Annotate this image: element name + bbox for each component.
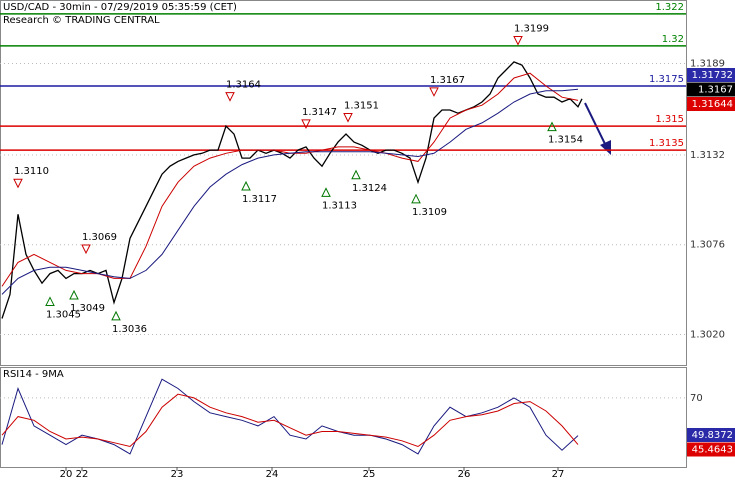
- level-label: 1.32: [662, 34, 684, 45]
- price-tag: [687, 82, 735, 97]
- price-tag: [687, 428, 735, 442]
- pivot-label: 1.3199: [514, 24, 549, 35]
- pivot-low: [321, 187, 331, 197]
- pivot-high: [301, 119, 311, 130]
- level-label: 1.3135: [649, 138, 684, 149]
- pivot-high: [13, 178, 23, 189]
- x-tick-label: 26: [458, 469, 471, 480]
- pivot-low: [69, 289, 79, 300]
- series-line: [1, 393, 579, 448]
- pivot-low: [111, 310, 121, 321]
- pivot-label: 1.3045: [46, 309, 81, 320]
- pivot-label: 1.3049: [70, 303, 105, 314]
- pivot-label: 1.3117: [242, 194, 277, 205]
- price-tag-label: 1.31644: [692, 99, 733, 110]
- pivot-label: 1.3110: [14, 166, 49, 177]
- price-tag: [687, 442, 735, 457]
- y-tick-label: 1.3020: [690, 330, 725, 341]
- x-tick-label: 24: [266, 469, 279, 480]
- forecast-arrowhead: [600, 140, 611, 155]
- pivot-label: 1.3167: [430, 75, 465, 86]
- x-tick-label: 20: [60, 469, 73, 480]
- chart-subtitle: Research © TRADING CENTRAL: [3, 15, 160, 26]
- pivot-label: 1.3164: [226, 80, 261, 91]
- series-line: [1, 61, 583, 319]
- pivot-label: 1.3124: [352, 183, 387, 194]
- pivot-low: [351, 169, 361, 180]
- series-line: [1, 88, 579, 295]
- y-tick-label: 1.3189: [690, 59, 725, 70]
- y-tick-label: 1.3132: [690, 150, 725, 161]
- price-tag: [687, 97, 735, 111]
- level-label: 1.315: [655, 114, 684, 125]
- pivot-high: [429, 87, 439, 97]
- y-tick-label: 70: [690, 393, 703, 404]
- level-label: 1.3175: [649, 74, 684, 85]
- pivot-label: 1.3109: [412, 207, 447, 218]
- pivot-high: [513, 36, 523, 46]
- level-label: 1.322: [655, 2, 684, 13]
- pivot-high: [343, 112, 353, 123]
- pivot-high: [225, 92, 235, 102]
- pivot-low: [45, 296, 55, 306]
- pivot-high: [81, 244, 91, 255]
- x-tick-label: 23: [171, 469, 184, 480]
- x-tick-label: 25: [363, 469, 376, 480]
- price-tag-label: 49.8372: [692, 430, 733, 441]
- pivot-label: 1.3113: [322, 200, 357, 211]
- rsi-panel: [0, 367, 687, 468]
- series-line: [1, 72, 579, 287]
- price-tag-label: 1.3167: [698, 85, 733, 96]
- pivot-low: [411, 193, 421, 204]
- series-line: [1, 378, 579, 455]
- y-tick-label: 1.3076: [690, 240, 725, 251]
- price-panel: [0, 0, 687, 366]
- pivot-label: 1.3147: [302, 107, 337, 118]
- x-tick-label: 27: [552, 469, 565, 480]
- pivot-low: [241, 180, 251, 191]
- pivot-label: 1.3036: [112, 324, 147, 335]
- price-tag: [687, 68, 735, 82]
- price-tag-label: 45.4643: [692, 445, 733, 456]
- price-tag-label: 1.31732: [692, 70, 733, 81]
- forecast-arrow: [584, 102, 607, 147]
- rsi-title: RSI14 - 9MA: [3, 369, 64, 380]
- pivot-label: 1.3154: [548, 135, 583, 146]
- pivot-low: [547, 121, 557, 132]
- pivot-label: 1.3151: [344, 100, 379, 111]
- x-tick-label: 22: [76, 469, 89, 480]
- pivot-label: 1.3069: [82, 232, 117, 243]
- chart-title: USD/CAD - 30min - 07/29/2019 05:35:59 (C…: [3, 2, 237, 13]
